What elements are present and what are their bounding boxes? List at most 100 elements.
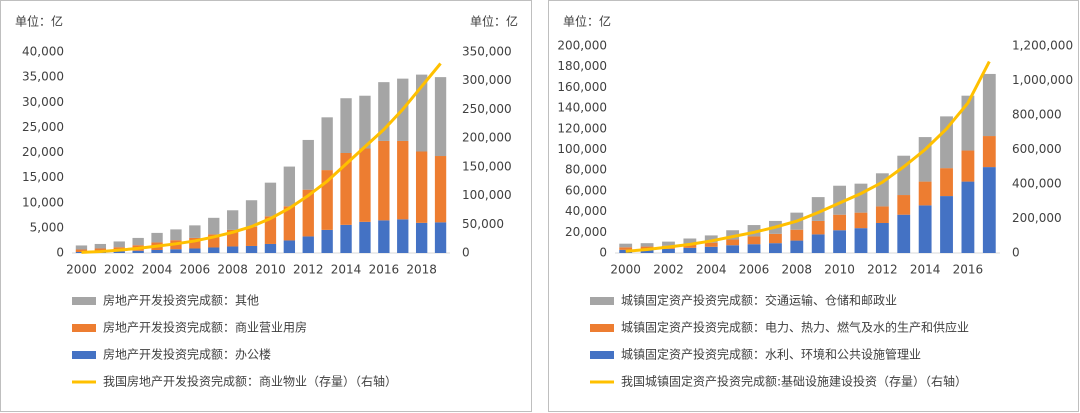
bar [340,98,352,154]
bar [833,230,846,253]
bar [747,236,761,245]
bar [769,243,782,253]
y-tick-label: 40,000 [22,45,64,59]
x-tick-label: 2016 [953,263,984,277]
y-tick-label: 60,000 [565,183,607,197]
bar [264,182,277,217]
bar [321,117,333,171]
bar [982,136,996,168]
bar [75,249,88,252]
bar [940,116,953,169]
bar [208,247,220,253]
x-tick-label: 2008 [217,263,248,277]
y-tick-label: 160,000 [557,80,607,94]
y-tick-label: 0 [56,246,64,260]
y-tick-label: 100,000 [557,142,607,156]
bar [790,229,804,241]
y-tick-label: 0 [599,246,607,260]
x-tick-label: 2000 [66,263,97,277]
y-tick-label: 140,000 [557,101,607,115]
bar [340,153,352,225]
bar [875,222,889,253]
y-tick-label: 25,000 [22,120,64,134]
bar [415,151,428,223]
bar [940,196,953,253]
bar [640,243,654,247]
bar [226,210,239,230]
bar [245,226,258,246]
bar [961,181,975,253]
bar [189,225,201,238]
legend-label: 城镇固定资产投资完成额：电力、热力、燃气及水的生产和供应业 [621,320,969,335]
bar [378,220,390,253]
y-axis-title: 单位：亿 [563,14,611,29]
bar [226,246,239,253]
bar [378,140,390,221]
y2-tick-label: 400,000 [1012,177,1062,191]
bar [982,167,996,253]
bar [619,247,633,250]
bar [151,232,163,243]
bar [434,156,447,223]
bar [704,242,718,247]
bar [854,228,868,253]
bar [208,217,220,235]
y2-tick-label: 150,000 [462,159,512,173]
bar [189,237,201,249]
x-tick-label: 2012 [293,263,324,277]
bar [245,245,258,253]
bar [961,150,975,182]
x-tick-label: 2014 [910,263,941,277]
y-tick-label: 30,000 [22,95,64,109]
y-tick-label: 180,000 [557,59,607,73]
bar [170,249,182,253]
y2-tick-label: 800,000 [1012,108,1062,122]
x-tick-label: 2010 [255,263,286,277]
x-tick-label: 2006 [739,263,770,277]
bar [434,77,447,157]
bar [170,229,182,241]
bar [619,243,633,248]
bar [283,166,296,207]
bar [811,234,825,253]
y2-tick-label: 250,000 [462,102,512,116]
bar [662,241,675,246]
x-tick-label: 2002 [653,263,684,277]
legend-label: 房地产开发投资完成额：商业营业用房 [103,320,307,335]
bar [397,219,409,253]
bar [359,95,371,149]
bar [811,220,825,235]
y2-tick-label: 200,000 [1012,211,1062,225]
bar [226,229,239,247]
bar [833,214,846,231]
bar [340,224,352,253]
legend-label: 房地产开发投资完成额：其他 [103,293,259,308]
bar [683,247,697,253]
bar [683,244,697,248]
legend-swatch [590,351,614,359]
legend-swatch [72,351,96,359]
bar [704,235,718,243]
x-tick-label: 2004 [696,263,727,277]
y2-tick-label: 0 [1012,246,1020,260]
y2-tick-label: 200,000 [462,131,512,145]
bar [415,74,428,152]
y2-tick-label: 0 [462,246,470,260]
x-tick-label: 2010 [824,263,855,277]
bar [94,243,107,249]
bar [283,206,296,241]
bar [897,195,911,215]
bar [726,230,740,240]
bar [75,251,88,253]
bar [113,241,125,248]
y2-tick-label: 350,000 [462,45,512,59]
x-tick-label: 2000 [610,263,641,277]
bar [189,248,201,253]
bar [245,200,258,227]
bar [961,95,975,151]
bar [704,246,718,253]
bar [302,236,314,253]
legend-swatch [590,297,614,305]
bar [359,221,371,253]
